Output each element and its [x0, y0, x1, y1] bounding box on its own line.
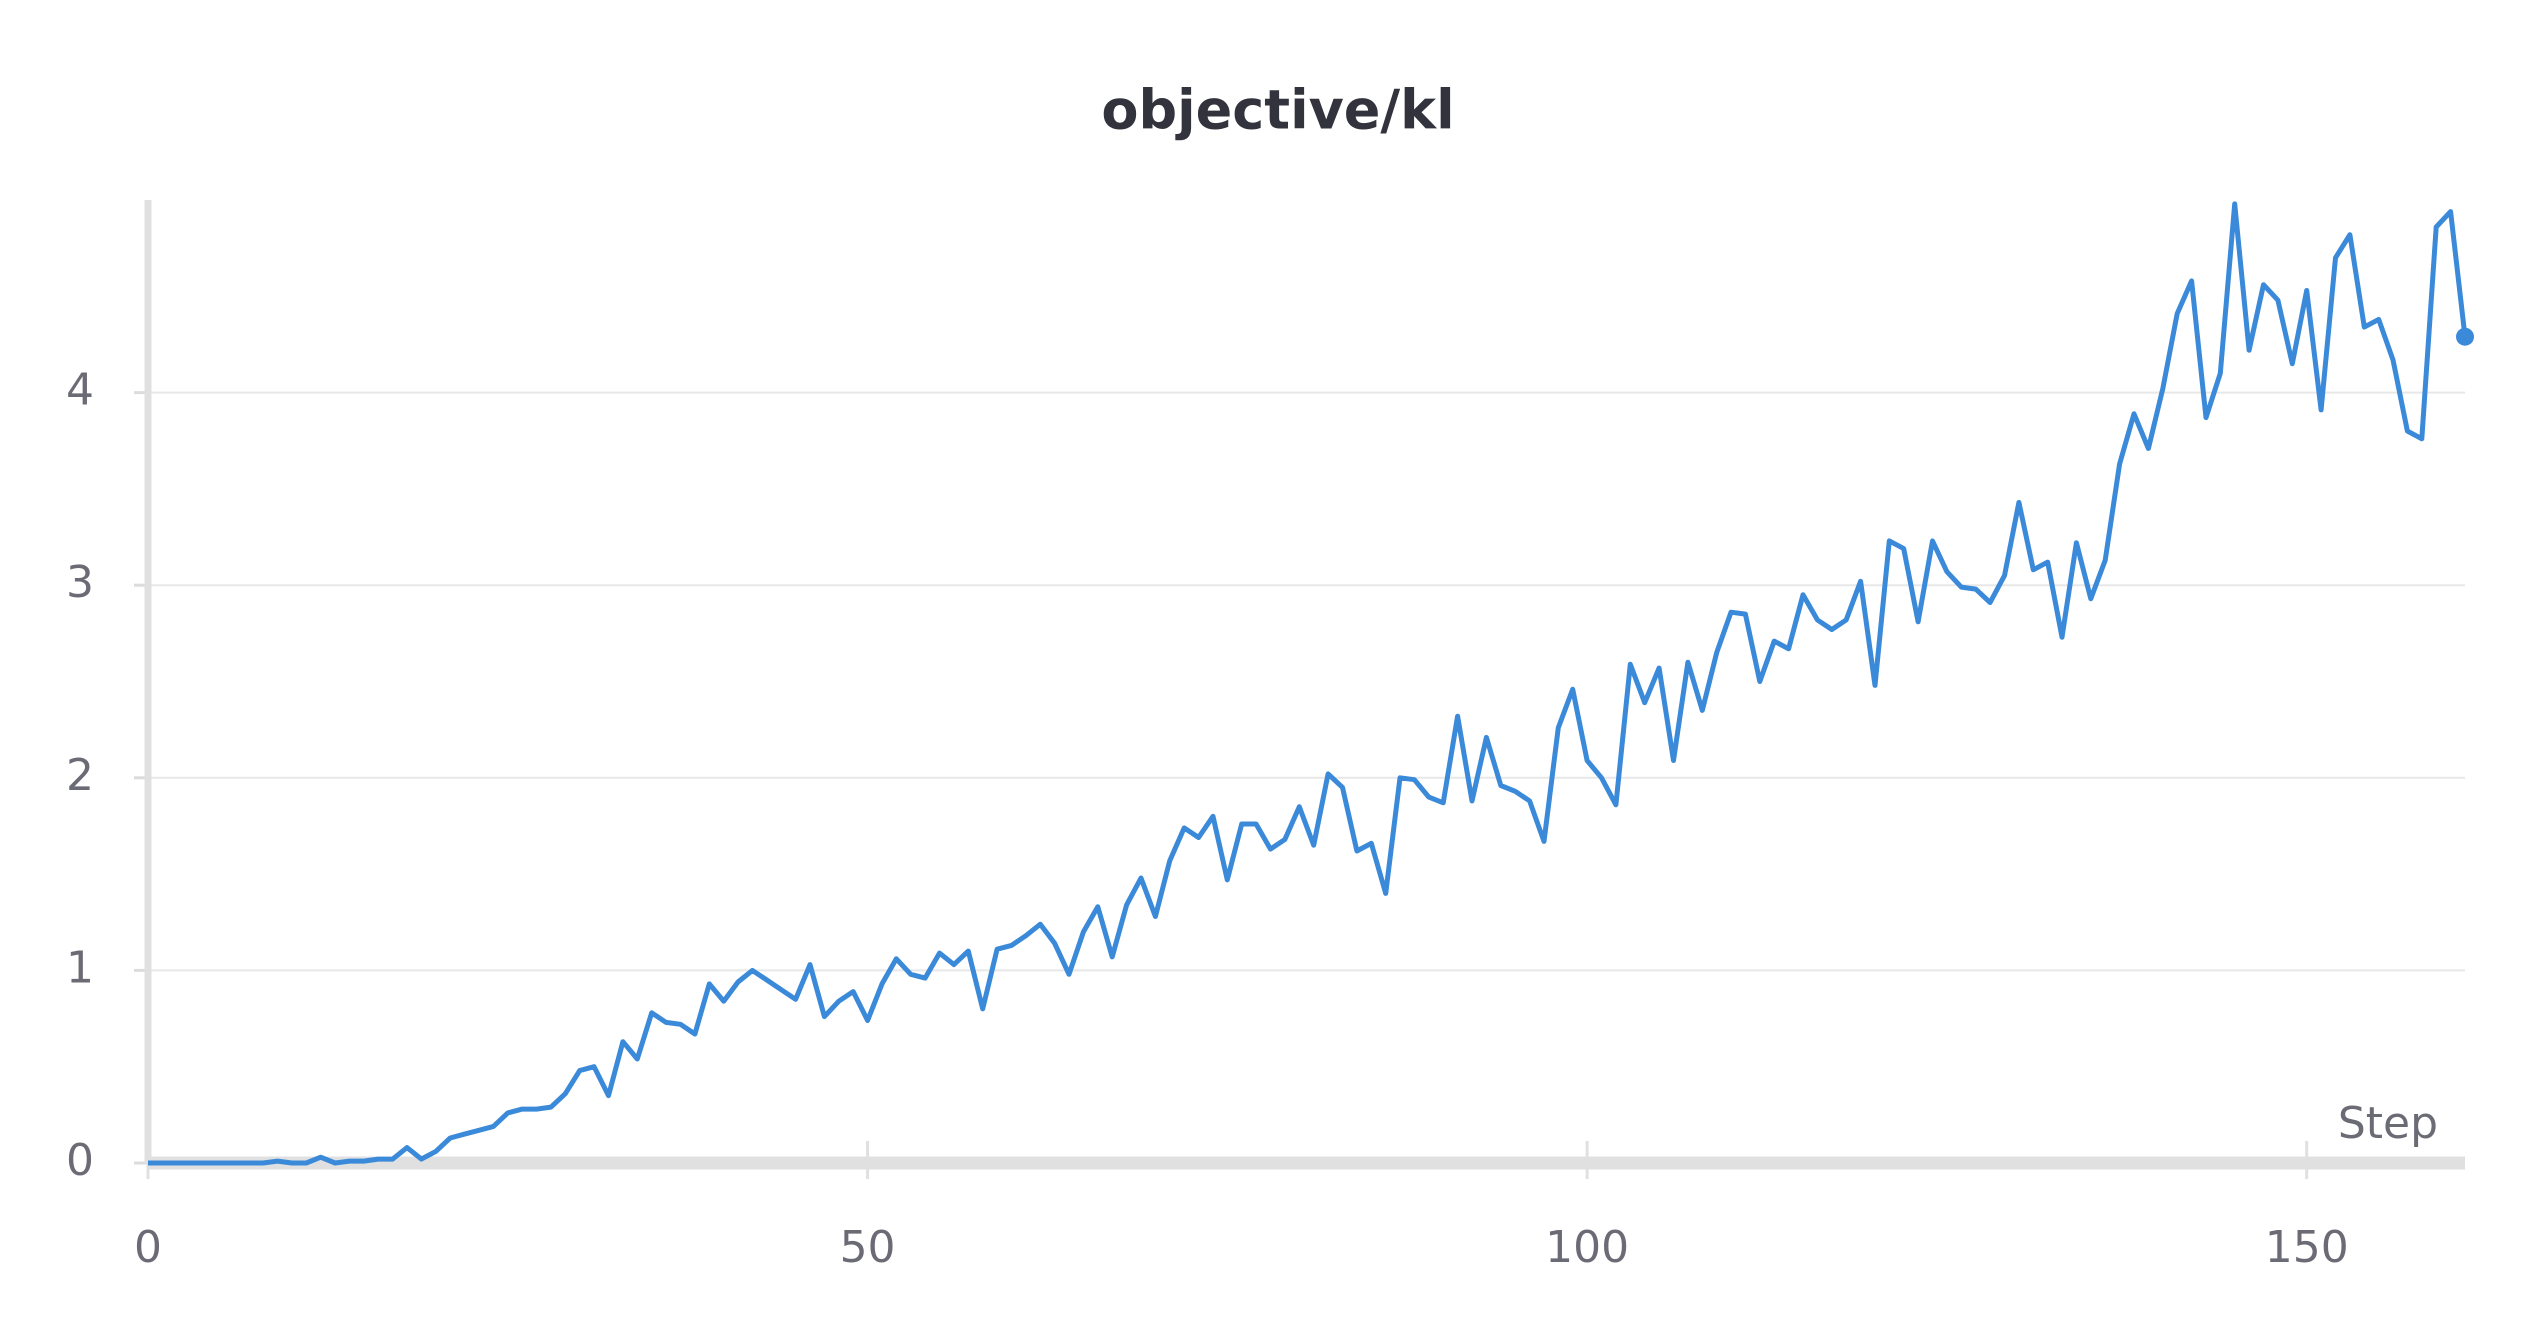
- y-tick-label: 4: [66, 365, 94, 416]
- y-tick-label: 3: [66, 557, 94, 608]
- x-tick-label: 150: [2265, 1222, 2349, 1273]
- y-tick-label: 0: [66, 1135, 94, 1186]
- chart-title: objective/kl: [1101, 79, 1454, 142]
- y-tick-label: 1: [66, 942, 94, 993]
- x-tick-label: 0: [134, 1222, 162, 1273]
- x-tick-label: 50: [840, 1222, 896, 1273]
- y-tick-label: 2: [66, 750, 94, 801]
- line: [148, 201, 2468, 1166]
- x-tick-label: 100: [1545, 1222, 1629, 1273]
- x-axis-label: Step: [2338, 1098, 2438, 1149]
- end-point: [2456, 327, 2474, 346]
